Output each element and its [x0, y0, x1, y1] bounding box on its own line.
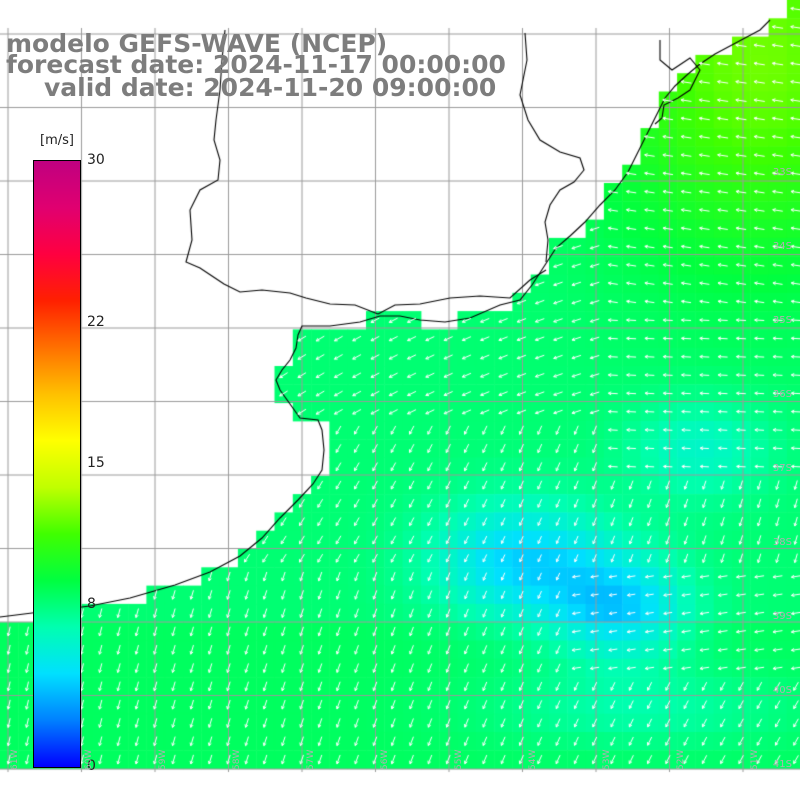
lon-label: 55W [454, 749, 464, 770]
lon-label: 59W [158, 749, 168, 770]
lat-label: 33S [772, 167, 792, 178]
lat-label: 34S [772, 241, 792, 252]
colorbar-tick: 0 [87, 758, 96, 774]
lon-label: 61W [10, 749, 20, 770]
forecast-date: forecast date: 2024-11-17 00:00:00 [6, 50, 506, 79]
lon-label: 58W [232, 749, 242, 770]
lat-label: 41S [772, 759, 792, 770]
valid-date: valid date: 2024-11-20 09:00:00 [44, 73, 497, 102]
colorbar-tick: 8 [87, 596, 96, 613]
lat-label: 39S [772, 611, 792, 622]
colorbar-tick: 30 [87, 152, 105, 168]
lat-label: 38S [772, 537, 792, 548]
lat-label: 35S [772, 315, 792, 326]
lon-label: 57W [306, 749, 316, 770]
lon-label: 52W [676, 749, 686, 770]
lon-label: 60W [84, 749, 94, 770]
colorbar-tick: 22 [87, 313, 105, 330]
lon-label: 51W [750, 749, 760, 770]
model-title: modelo GEFS-WAVE (NCEP) [6, 29, 388, 58]
lon-label: 53W [602, 749, 612, 770]
lat-label: 36S [772, 389, 792, 400]
lon-label: 56W [380, 749, 390, 770]
lat-label: 40S [772, 685, 792, 696]
lat-label: 37S [772, 463, 792, 474]
lon-label: 54W [528, 749, 538, 770]
colorbar [33, 160, 81, 768]
colorbar-tick: 15 [87, 455, 105, 471]
colorbar-unit: [m/s] [40, 133, 74, 148]
